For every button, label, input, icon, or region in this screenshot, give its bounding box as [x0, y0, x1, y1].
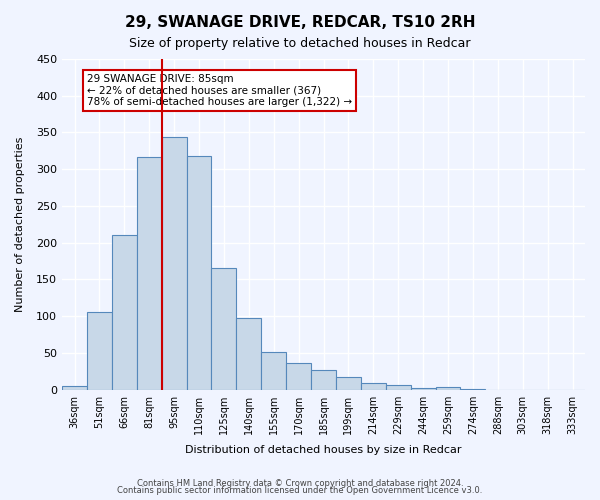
- Bar: [386, 385, 410, 390]
- Bar: [236, 318, 261, 390]
- Bar: [436, 388, 460, 390]
- Text: Size of property relative to detached houses in Redcar: Size of property relative to detached ho…: [129, 38, 471, 51]
- Bar: [361, 383, 386, 390]
- Bar: [187, 156, 211, 390]
- Bar: [211, 268, 236, 390]
- Bar: [161, 137, 187, 390]
- Text: Contains HM Land Registry data © Crown copyright and database right 2024.: Contains HM Land Registry data © Crown c…: [137, 478, 463, 488]
- Bar: [286, 363, 311, 390]
- Bar: [62, 386, 87, 390]
- Text: 29, SWANAGE DRIVE, REDCAR, TS10 2RH: 29, SWANAGE DRIVE, REDCAR, TS10 2RH: [125, 15, 475, 30]
- Bar: [112, 236, 137, 390]
- Text: Contains public sector information licensed under the Open Government Licence v3: Contains public sector information licen…: [118, 486, 482, 495]
- Bar: [311, 370, 336, 390]
- Bar: [87, 312, 112, 390]
- Bar: [460, 389, 485, 390]
- Text: 29 SWANAGE DRIVE: 85sqm
← 22% of detached houses are smaller (367)
78% of semi-d: 29 SWANAGE DRIVE: 85sqm ← 22% of detache…: [87, 74, 352, 107]
- X-axis label: Distribution of detached houses by size in Redcar: Distribution of detached houses by size …: [185, 445, 462, 455]
- Bar: [336, 377, 361, 390]
- Bar: [137, 158, 161, 390]
- Bar: [410, 388, 436, 390]
- Y-axis label: Number of detached properties: Number of detached properties: [15, 136, 25, 312]
- Bar: [261, 352, 286, 390]
